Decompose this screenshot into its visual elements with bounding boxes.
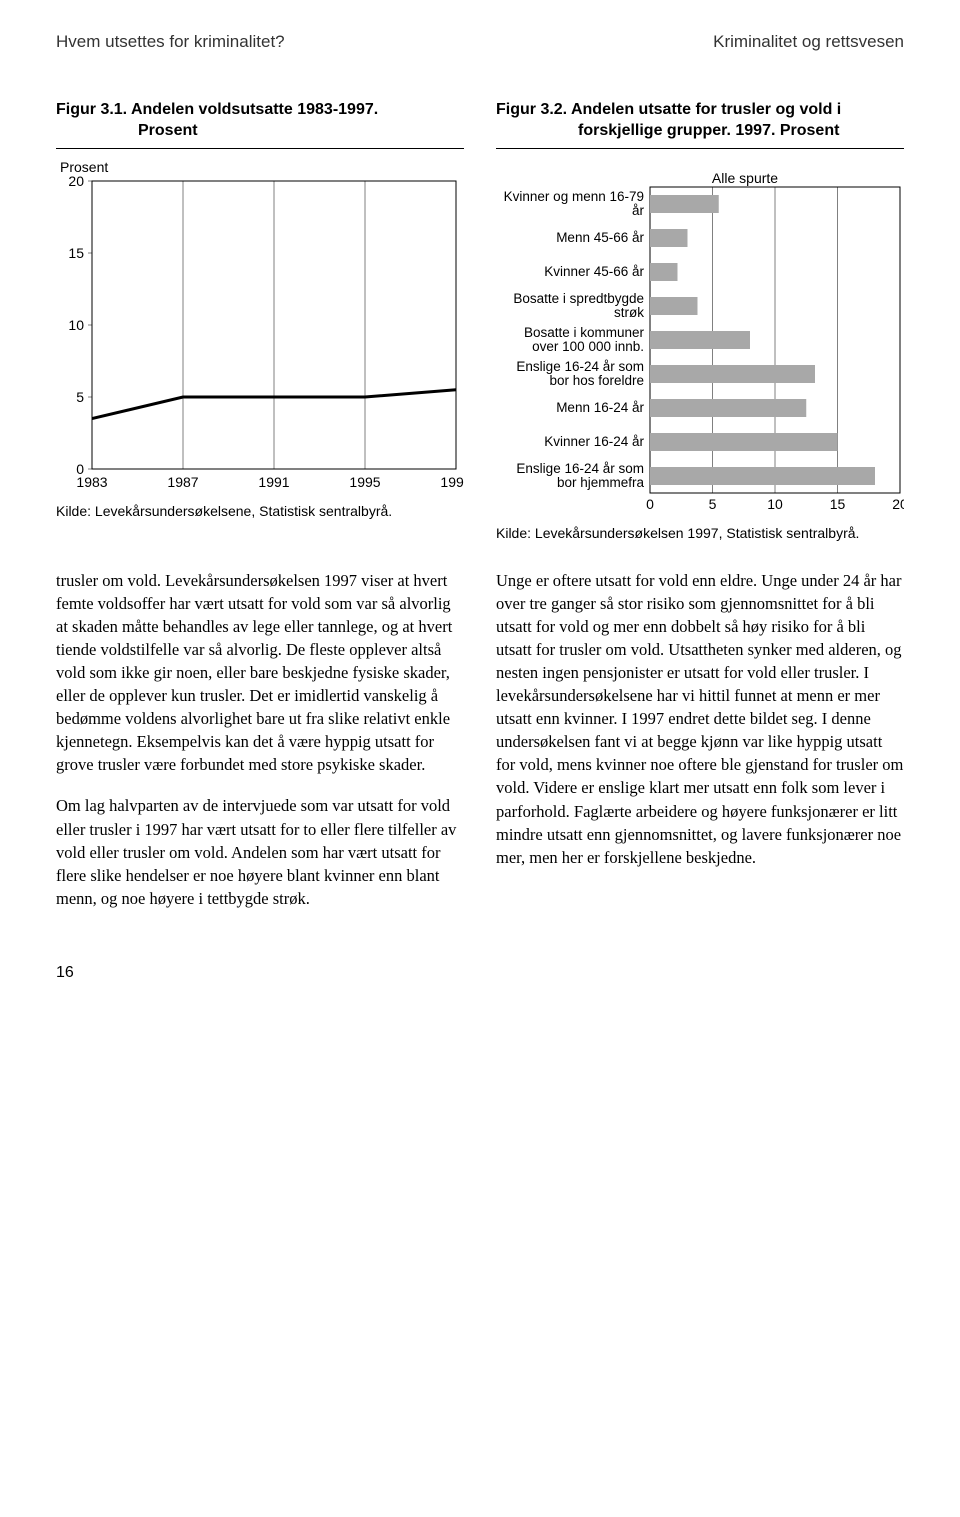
body-left-p1: trusler om vold. Levekårsundersøkelsen 1… bbox=[56, 569, 464, 777]
svg-text:over 100 000 innb.: over 100 000 innb. bbox=[532, 339, 644, 354]
svg-text:Enslige 16-24 år som: Enslige 16-24 år som bbox=[516, 461, 644, 476]
figure-3-2-title-line2: forskjellige grupper. 1997. Prosent bbox=[496, 121, 904, 142]
svg-text:5: 5 bbox=[709, 496, 717, 512]
svg-text:1983: 1983 bbox=[76, 474, 107, 490]
body-column-right: Unge er oftere utsatt for vold enn eldre… bbox=[496, 569, 904, 928]
page-number: 16 bbox=[56, 964, 904, 982]
svg-text:bor hos foreldre: bor hos foreldre bbox=[549, 373, 644, 388]
svg-text:Prosent: Prosent bbox=[751, 512, 799, 515]
body-left-p2: Om lag halvparten av de intervjuede som … bbox=[56, 794, 464, 909]
figure-3-2-title-line1: Figur 3.2. Andelen utsatte for trusler o… bbox=[496, 101, 841, 118]
svg-text:Bosatte i kommuner: Bosatte i kommuner bbox=[524, 325, 645, 340]
svg-text:1997: 1997 bbox=[440, 474, 464, 490]
svg-text:Kvinner og menn 16-79: Kvinner og menn 16-79 bbox=[504, 189, 644, 204]
figure-3-2-rule bbox=[496, 148, 904, 149]
svg-text:Menn 16-24 år: Menn 16-24 år bbox=[556, 400, 644, 415]
figure-3-2-source: Kilde: Levekårsundersøkelsen 1997, Stati… bbox=[496, 525, 904, 541]
svg-text:Alle spurte: Alle spurte bbox=[712, 170, 778, 186]
svg-text:Menn 45-66 år: Menn 45-66 år bbox=[556, 230, 644, 245]
svg-text:1987: 1987 bbox=[167, 474, 198, 490]
svg-text:10: 10 bbox=[68, 317, 84, 333]
svg-text:20: 20 bbox=[892, 496, 904, 512]
svg-text:5: 5 bbox=[76, 389, 84, 405]
svg-text:Enslige 16-24 år som: Enslige 16-24 år som bbox=[516, 359, 644, 374]
figure-3-1-rule bbox=[56, 148, 464, 149]
svg-text:15: 15 bbox=[830, 496, 846, 512]
svg-text:10: 10 bbox=[767, 496, 783, 512]
figure-3-1: Figur 3.1. Andelen voldsutsatte 1983-199… bbox=[56, 100, 464, 541]
svg-text:bor hjemmefra: bor hjemmefra bbox=[557, 475, 645, 490]
figure-3-1-source: Kilde: Levekårsundersøkelsene, Statistis… bbox=[56, 503, 464, 519]
svg-text:15: 15 bbox=[68, 245, 84, 261]
running-header-right: Kriminalitet og rettsvesen bbox=[713, 32, 904, 52]
svg-text:20: 20 bbox=[68, 173, 84, 189]
svg-text:1995: 1995 bbox=[349, 474, 380, 490]
bar-chart-svg: Alle spurte 0 5 10 15 20 Prosent Kvinner og men… bbox=[496, 163, 904, 515]
svg-text:Bosatte i spredtbygde: Bosatte i spredtbygde bbox=[513, 291, 644, 306]
y-axis-label: Prosent bbox=[60, 159, 108, 175]
line-chart-svg: 0510152019831987199119951997 bbox=[56, 163, 464, 493]
body-right-p1: Unge er oftere utsatt for vold enn eldre… bbox=[496, 569, 904, 869]
body-column-left: trusler om vold. Levekårsundersøkelsen 1… bbox=[56, 569, 464, 928]
figure-3-1-title-line1: Figur 3.1. Andelen voldsutsatte 1983-199… bbox=[56, 101, 378, 118]
svg-text:1991: 1991 bbox=[258, 474, 289, 490]
svg-text:Kvinner 45-66 år: Kvinner 45-66 år bbox=[544, 264, 644, 279]
figure-3-1-title-line2: Prosent bbox=[56, 121, 464, 142]
figure-3-2: Figur 3.2. Andelen utsatte for trusler o… bbox=[496, 100, 904, 541]
svg-text:0: 0 bbox=[646, 496, 654, 512]
svg-text:Kvinner 16-24 år: Kvinner 16-24 år bbox=[544, 434, 644, 449]
figure-3-2-title: Figur 3.2. Andelen utsatte for trusler o… bbox=[496, 100, 904, 142]
figure-3-1-title: Figur 3.1. Andelen voldsutsatte 1983-199… bbox=[56, 100, 464, 142]
running-header-left: Hvem utsettes for kriminalitet? bbox=[56, 32, 285, 52]
svg-text:strøk: strøk bbox=[614, 305, 644, 320]
svg-text:år: år bbox=[632, 203, 645, 218]
